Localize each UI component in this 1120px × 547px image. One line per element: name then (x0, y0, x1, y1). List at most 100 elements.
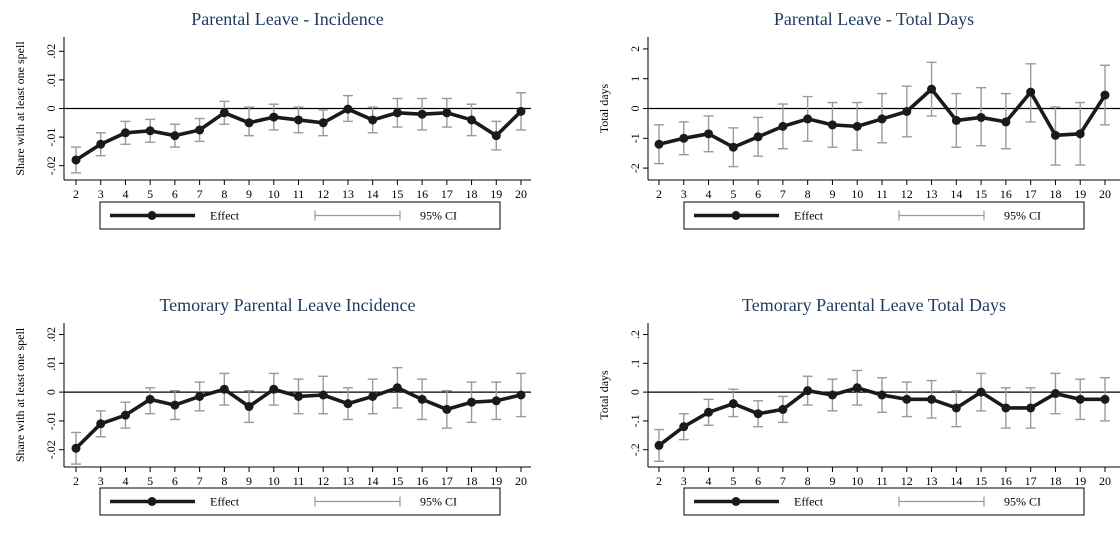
x-tick-label: 8 (221, 474, 227, 488)
x-tick-label: 18 (1049, 187, 1061, 201)
y-tick-label: 0 (628, 106, 642, 112)
effect-point (1075, 129, 1085, 139)
x-tick-label: 20 (1099, 474, 1111, 488)
effect-point (1075, 394, 1085, 404)
x-tick-label: 13 (926, 474, 938, 488)
x-tick-label: 20 (1099, 187, 1111, 201)
y-tick-label: 0 (628, 389, 642, 395)
x-tick-label: 8 (805, 187, 811, 201)
chart-panel-1: Parental Leave - Incidence -.02 -.01 0 .01 .0… (13, 9, 531, 230)
y-tick-label: -.01 (44, 128, 58, 147)
y-tick-label: -.02 (44, 156, 58, 175)
x-tick-label: 3 (98, 474, 104, 488)
effect-point (1001, 403, 1011, 413)
effect-point (368, 115, 378, 125)
y-tick-label: -.1 (628, 414, 642, 427)
legend-effect-marker-icon (147, 497, 157, 506)
effect-point (827, 390, 837, 400)
effect-point (491, 396, 501, 406)
y-tick-label: .1 (628, 359, 642, 368)
effect-point (976, 112, 986, 122)
x-tick-label: 11 (293, 474, 305, 488)
x-tick-label: 9 (246, 187, 252, 201)
x-tick-label: 12 (317, 474, 329, 488)
effect-point (120, 128, 130, 138)
y-tick-label: .01 (44, 356, 58, 371)
y-tick-label: -.02 (44, 440, 58, 459)
x-tick-label: 6 (172, 187, 178, 201)
x-tick-label: 20 (515, 474, 527, 488)
x-tick-label: 19 (490, 187, 502, 201)
effect-point (951, 115, 961, 125)
x-tick-label: 10 (851, 187, 863, 201)
effect-point (902, 394, 912, 404)
x-tick-label: 18 (466, 474, 478, 488)
legend: Effect 95% CI (683, 487, 1085, 516)
x-tick-label: 11 (876, 474, 888, 488)
chart-panel-2: Parental Leave - Total Days-2-1012Total … (597, 9, 1120, 230)
legend: Effect 95% CI (99, 201, 501, 230)
x-tick-label: 13 (342, 187, 354, 201)
x-tick-label: 6 (755, 474, 761, 488)
effect-point (318, 118, 328, 128)
x-tick-label: 18 (1049, 474, 1061, 488)
x-tick-label: 17 (1025, 474, 1037, 488)
x-tick-label: 4 (706, 187, 712, 201)
x-tick-label: 2 (73, 474, 79, 488)
effect-point (491, 131, 501, 141)
effect-point (679, 133, 689, 143)
x-tick-label: 19 (1074, 474, 1086, 488)
x-tick-label: 13 (926, 187, 938, 201)
effect-point (753, 409, 763, 419)
x-tick-label: 16 (1000, 474, 1012, 488)
effect-point (927, 84, 937, 94)
effect-point (467, 115, 477, 125)
x-tick-label: 15 (975, 474, 987, 488)
effect-point (803, 114, 813, 124)
effect-point (269, 384, 279, 394)
effect-point (170, 131, 180, 141)
legend-effect-marker-icon (147, 211, 157, 220)
chart-panel-4: Temorary Parental Leave Total Days -.2 -.1… (597, 295, 1120, 516)
effect-point (1026, 403, 1036, 413)
legend-ci-label: 95% CI (1004, 209, 1041, 223)
effect-point (96, 419, 106, 429)
x-tick-label: 3 (681, 187, 687, 201)
effect-point (294, 391, 303, 401)
x-tick-label: 9 (829, 474, 835, 488)
effect-point (976, 387, 986, 397)
x-tick-label: 7 (197, 474, 203, 488)
legend: Effect 95% CI (683, 201, 1085, 230)
effect-point (1100, 90, 1110, 100)
effect-point (728, 399, 738, 409)
effect-point (145, 126, 155, 136)
effect-point (195, 125, 205, 135)
effect-point (170, 400, 180, 410)
effect-point (902, 106, 912, 116)
x-tick-label: 7 (197, 187, 203, 201)
effect-point (877, 114, 887, 124)
x-tick-label: 12 (901, 474, 913, 488)
x-tick-label: 2 (656, 187, 662, 201)
x-tick-label: 6 (755, 187, 761, 201)
x-tick-label: 18 (466, 187, 478, 201)
x-tick-label: 15 (391, 187, 403, 201)
chart-title: Parental Leave - Incidence (191, 9, 383, 29)
x-tick-label: 9 (829, 187, 835, 201)
legend-frame (99, 487, 501, 516)
effect-point (417, 109, 427, 119)
x-tick-label: 5 (147, 474, 153, 488)
x-tick-label: 15 (975, 187, 987, 201)
effect-point (1100, 394, 1110, 404)
x-tick-label: 3 (98, 187, 104, 201)
legend-effect-marker-icon (731, 211, 741, 220)
effect-point (71, 155, 81, 165)
legend-ci-label: 95% CI (420, 209, 457, 223)
chart-title: Parental Leave - Total Days (774, 9, 974, 29)
y-tick-label: -.2 (628, 443, 642, 456)
effect-point (195, 391, 205, 401)
effect-point (219, 108, 229, 118)
x-tick-label: 4 (122, 474, 128, 488)
x-tick-label: 5 (730, 474, 736, 488)
x-tick-label: 19 (1074, 187, 1086, 201)
